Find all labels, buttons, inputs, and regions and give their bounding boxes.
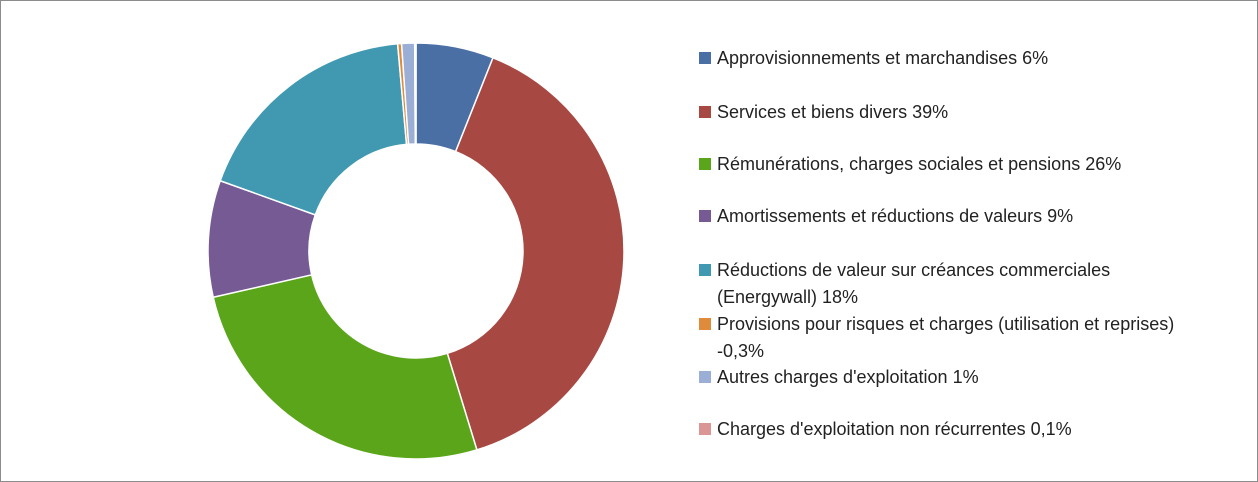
- legend-item: Rémunérations, charges sociales et pensi…: [699, 151, 1199, 178]
- legend-label: Charges d'exploitation non récurrentes 0…: [717, 419, 1072, 439]
- legend-label: Rémunérations, charges sociales et pensi…: [717, 154, 1122, 174]
- legend-item: Amortissements et réductions de valeurs …: [699, 203, 1199, 230]
- legend-label: Amortissements et réductions de valeurs …: [717, 206, 1074, 226]
- legend-item: Réductions de valeur sur créances commer…: [699, 257, 1199, 311]
- legend-swatch: [699, 318, 711, 330]
- legend-swatch: [699, 158, 711, 170]
- legend-item: Charges d'exploitation non récurrentes 0…: [699, 416, 1199, 443]
- legend-item: Autres charges d'exploitation 1%: [699, 364, 1199, 391]
- legend-swatch: [699, 210, 711, 222]
- legend-item: Approvisionnements et marchandises 6%: [699, 45, 1199, 72]
- donut-slice: [413, 42, 417, 145]
- legend-swatch: [699, 106, 711, 118]
- legend-label: Approvisionnements et marchandises 6%: [717, 48, 1049, 68]
- legend-swatch: [699, 52, 711, 64]
- donut-slice: [446, 56, 625, 451]
- legend-label: Provisions pour risques et charges (util…: [717, 314, 1175, 361]
- legend-swatch: [699, 371, 711, 383]
- legend-item: Provisions pour risques et charges (util…: [699, 311, 1199, 365]
- legend-label: Réductions de valeur sur créances commer…: [717, 260, 1111, 307]
- donut-slice: [219, 43, 408, 216]
- legend-swatch: [699, 423, 711, 435]
- donut-slice: [212, 273, 478, 460]
- legend-label: Autres charges d'exploitation 1%: [717, 367, 979, 387]
- legend-swatch: [699, 264, 711, 276]
- legend-item: Services et biens divers 39%: [699, 99, 1199, 126]
- legend-label: Services et biens divers 39%: [717, 102, 949, 122]
